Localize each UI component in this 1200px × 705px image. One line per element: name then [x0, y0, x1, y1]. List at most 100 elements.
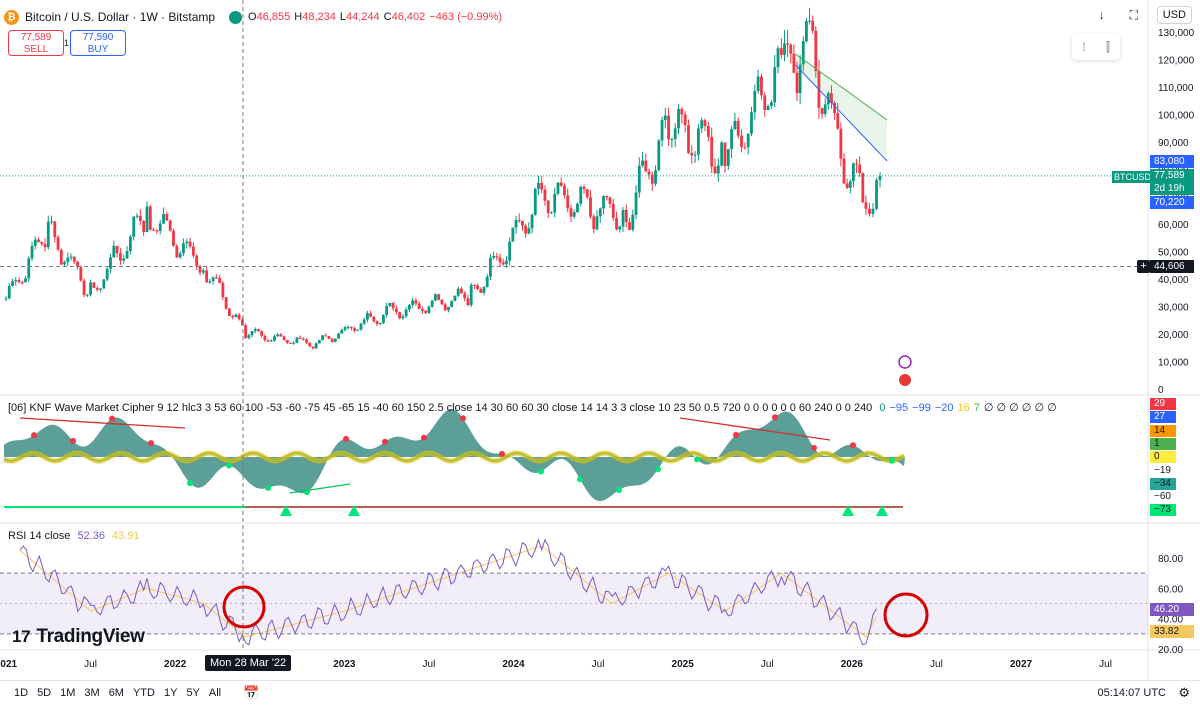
signal-dot — [577, 476, 583, 483]
sell-button[interactable]: 77,589 SELL — [8, 30, 64, 56]
buy-signal-triangle — [876, 505, 888, 516]
candle-body — [482, 286, 486, 293]
range-button-1y[interactable]: 1Y — [163, 687, 178, 699]
candle-body — [30, 245, 34, 259]
price-tick-label: 30,000 — [1158, 303, 1189, 314]
candle-body — [63, 262, 66, 265]
rsi-tick-label: 80.00 — [1158, 554, 1183, 565]
candle-body — [285, 340, 289, 343]
gear-icon[interactable]: ⚙ — [1178, 685, 1190, 700]
range-button-3m[interactable]: 3M — [84, 687, 100, 699]
range-button-5y[interactable]: 5Y — [186, 687, 200, 699]
candle-body — [337, 333, 340, 339]
candle-body — [427, 306, 431, 313]
candle-body — [726, 149, 730, 166]
time-tick-label: Jul — [84, 659, 97, 670]
candle-body — [508, 241, 512, 261]
currency-select[interactable]: USD — [1156, 6, 1192, 24]
signal-dot — [265, 484, 271, 491]
fullscreen-icon[interactable]: ⛶ — [1129, 7, 1138, 22]
rsi-value-label: 46.20 — [1150, 603, 1194, 616]
candle-body — [362, 319, 366, 324]
candle-body — [434, 294, 437, 301]
indicator-legend[interactable]: [06] KNF Wave Market Cipher 9 12 hlc3 3 … — [8, 401, 1057, 414]
candle-body — [795, 72, 799, 94]
candle-body — [842, 158, 846, 184]
candle-body — [50, 221, 53, 223]
time-tick-label: Jul — [1099, 659, 1112, 670]
candle-body — [327, 336, 331, 339]
candle-body — [165, 214, 169, 221]
signal-dot — [382, 438, 388, 445]
floating-toolbar[interactable]: ⁞ ⫿ — [1072, 34, 1120, 60]
signal-dot — [811, 444, 817, 451]
download-icon[interactable]: ↓ — [1098, 8, 1105, 22]
rsi-pane[interactable] — [0, 538, 1148, 646]
signal-dot — [499, 450, 505, 457]
indicator-axis-label: −19 — [1154, 464, 1171, 476]
price-tick-label: 120,000 — [1158, 55, 1195, 66]
candle-body — [250, 331, 254, 336]
candle-body — [119, 253, 122, 261]
price-tick-label: 0 — [1158, 385, 1164, 396]
price-tick-label: 20,000 — [1158, 330, 1189, 341]
calendar-icon[interactable]: 📅 — [243, 685, 260, 700]
indicator-pane[interactable] — [3, 409, 906, 516]
range-button-ytd[interactable]: YTD — [132, 687, 155, 699]
indicator-axis-label: −73 — [1150, 504, 1176, 517]
candle-body — [349, 327, 353, 329]
price-tick-label: 10,000 — [1158, 358, 1189, 369]
range-selector: 1D 5D 1M 3M 6M YTD 1Y 5Y All — [14, 687, 221, 699]
buy-signal-triangle — [280, 505, 292, 516]
candle-body — [637, 165, 641, 193]
candle-body — [218, 277, 222, 283]
candle-body — [311, 346, 315, 349]
candle-body — [511, 227, 515, 242]
candles-icon[interactable]: ⫿ — [1105, 39, 1110, 54]
candle-body — [808, 20, 811, 22]
candle-body — [43, 243, 47, 248]
ma-lower-label: 70,220 — [1150, 196, 1194, 209]
candle-body — [359, 323, 363, 330]
price-pane[interactable] — [4, 7, 888, 350]
range-button-1m[interactable]: 1M — [60, 687, 76, 699]
candle-body — [823, 104, 827, 115]
annotation-circle — [883, 592, 929, 638]
last-price-label: 77,589 — [1150, 169, 1194, 182]
range-button-5d[interactable]: 5D — [37, 687, 52, 699]
signal-dot — [187, 480, 193, 487]
candle-body — [836, 113, 840, 129]
candle-body — [766, 105, 770, 111]
symbol-title[interactable]: Bitcoin / U.S. Dollar · 1W · Bitstamp — [25, 10, 216, 24]
utc-clock[interactable]: 05:14:07 UTC — [1097, 687, 1166, 699]
add-alert-icon[interactable]: + — [1137, 260, 1150, 273]
rsi-ma-label: 33.82 — [1150, 625, 1194, 638]
tradingview-logo[interactable]: 17 TradingView — [12, 626, 145, 647]
candle-body — [615, 217, 618, 230]
candle-body — [476, 285, 480, 290]
buy-button[interactable]: 77,590 BUY — [70, 30, 126, 56]
indicator-value: 16 — [957, 402, 970, 414]
candle-body — [730, 129, 733, 150]
candle-body — [152, 229, 156, 231]
drag-handle-icon[interactable]: ⁞ — [1082, 40, 1086, 54]
rsi-legend[interactable]: RSI 14 close 52.36 43.91 — [8, 530, 140, 542]
time-tick-label: 2022 — [164, 659, 187, 670]
candle-body — [260, 331, 264, 336]
candle-body — [763, 95, 767, 111]
price-tick-label: 50,000 — [1158, 248, 1189, 259]
range-button-all[interactable]: All — [208, 687, 222, 699]
candle-body — [756, 76, 760, 91]
candle-body — [20, 282, 24, 284]
candle-body — [273, 336, 276, 341]
candle-body — [401, 316, 405, 319]
candle-body — [631, 214, 635, 230]
candle-body — [450, 300, 454, 308]
candle-body — [779, 48, 783, 55]
candle-body — [697, 128, 700, 155]
range-button-6m[interactable]: 6M — [108, 687, 124, 699]
candle-body — [582, 186, 586, 190]
range-button-1d[interactable]: 1D — [14, 687, 29, 699]
candle-body — [231, 315, 235, 318]
